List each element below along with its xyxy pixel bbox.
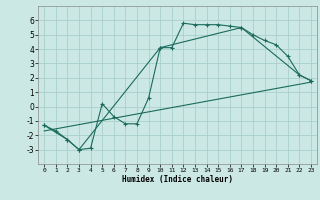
X-axis label: Humidex (Indice chaleur): Humidex (Indice chaleur) — [122, 175, 233, 184]
